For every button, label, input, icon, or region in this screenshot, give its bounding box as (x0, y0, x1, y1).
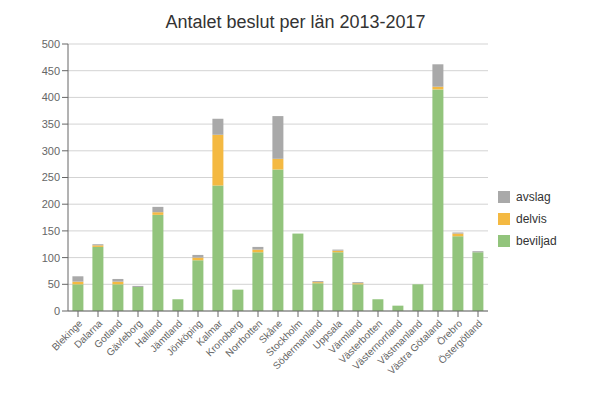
svg-text:Värmland: Värmland (326, 317, 365, 356)
svg-text:450: 450 (42, 65, 60, 77)
svg-text:Kronoberg: Kronoberg (203, 317, 245, 359)
svg-text:Jönköping: Jönköping (164, 317, 205, 358)
html-text:delvis: delvis (516, 211, 547, 226)
svg-text:Stockholm: Stockholm (263, 317, 305, 359)
svg-text:200: 200 (42, 198, 60, 210)
svg-text:50: 50 (48, 278, 60, 290)
svg-text:Västerbotten: Västerbotten (336, 317, 385, 366)
html-text:Antalet beslut per län 2013-20: Antalet beslut per län 2013-2017 (165, 12, 426, 32)
svg-text:Örebro: Örebro (434, 317, 465, 348)
svg-text:Östergötland: Östergötland (436, 318, 484, 366)
svg-text:Jämtland: Jämtland (148, 317, 185, 355)
svg-text:Gotland: Gotland (91, 317, 125, 351)
svg-text:Halland: Halland (132, 317, 165, 350)
svg-text:150: 150 (42, 225, 60, 237)
svg-text:0: 0 (54, 305, 60, 317)
html-text:beviljad: beviljad (516, 233, 557, 248)
svg-text:500: 500 (42, 38, 60, 50)
svg-text:Skåne: Skåne (256, 317, 285, 346)
svg-text:Norrbotten: Norrbotten (223, 317, 265, 359)
svg-text:Uppsala: Uppsala (310, 317, 345, 352)
svg-text:100: 100 (42, 252, 60, 264)
html-text:avslag: avslag (516, 189, 551, 204)
svg-text:Kalmar: Kalmar (194, 317, 225, 348)
svg-text:250: 250 (42, 171, 60, 183)
svg-text:400: 400 (42, 91, 60, 103)
svg-text:300: 300 (42, 145, 60, 157)
svg-text:Gävleborg: Gävleborg (104, 317, 145, 359)
svg-text:Södermanland: Södermanland (270, 317, 325, 372)
svg-text:350: 350 (42, 118, 60, 130)
svg-text:Dalarna: Dalarna (71, 317, 105, 351)
svg-text:Västmanland: Västmanland (375, 317, 425, 367)
svg-text:Västernorrland: Västernorrland (350, 317, 405, 372)
svg-text:Västra Götaland: Västra Götaland (386, 318, 445, 377)
svg-text:Blekinge: Blekinge (49, 317, 85, 353)
